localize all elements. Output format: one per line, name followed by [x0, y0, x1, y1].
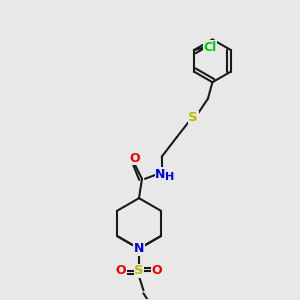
- Text: O: O: [116, 265, 127, 278]
- Text: N: N: [134, 242, 144, 255]
- Text: Cl: Cl: [204, 41, 217, 54]
- Text: S: S: [188, 111, 198, 124]
- Text: H: H: [165, 172, 175, 182]
- Text: N: N: [155, 168, 166, 181]
- Text: O: O: [152, 265, 162, 278]
- Text: O: O: [129, 152, 140, 164]
- Text: S: S: [134, 265, 144, 278]
